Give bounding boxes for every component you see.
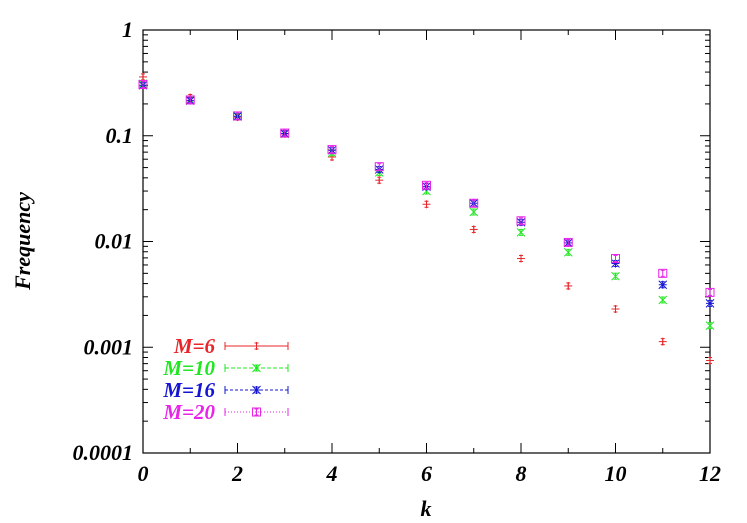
y-tick-label: 0.001	[84, 334, 134, 359]
x-tick-label: 12	[699, 461, 721, 486]
y-tick-label: 0.0001	[73, 440, 134, 465]
x-tick-label: 8	[516, 461, 527, 486]
y-axis-title: Frequency	[10, 192, 35, 291]
data-point-m-20	[374, 162, 384, 172]
data-point-m-10	[469, 207, 479, 217]
data-point-m-20	[233, 111, 242, 121]
data-point-m-20	[658, 268, 668, 278]
data-point-m-16	[705, 299, 715, 308]
data-point-m-6	[422, 200, 431, 209]
legend-label: M=10	[162, 356, 215, 380]
data-point-m-6	[375, 176, 384, 185]
legend-marker	[252, 407, 261, 417]
data-point-m-20	[563, 237, 573, 247]
data-point-m-20	[327, 145, 337, 155]
legend: M=6M=10M=16M=20	[162, 334, 289, 424]
data-point-m-6	[517, 254, 525, 263]
legend-marker	[252, 385, 261, 395]
axis-tick-labels: 0 2 4 6 8 10 12 0.0001 0.001 0.01 0.1 1	[73, 17, 722, 486]
data-point-m-10	[611, 271, 620, 281]
x-tick-label: 2	[231, 461, 243, 486]
data-point-m-20	[280, 128, 290, 138]
data-point-m-6	[139, 72, 147, 81]
x-tick-label: 10	[605, 461, 627, 486]
data-point-m-20	[611, 254, 620, 264]
data-points	[138, 72, 715, 365]
x-tick-label: 0	[138, 461, 149, 486]
data-point-m-20	[138, 80, 148, 90]
data-point-m-10	[705, 321, 715, 331]
data-point-m-20	[185, 95, 195, 105]
legend-marker	[252, 342, 261, 350]
y-tick-label: 0.1	[106, 123, 134, 148]
y-tick-label: 1	[122, 17, 133, 42]
plot-frame	[142, 29, 711, 454]
data-point-m-6	[564, 281, 573, 290]
x-tick-label: 4	[326, 461, 338, 486]
data-point-m-20	[469, 198, 479, 208]
legend-label: M=6	[173, 334, 216, 358]
y-tick-label: 0.01	[95, 229, 134, 254]
data-point-m-6	[469, 225, 478, 234]
x-tick-label: 6	[421, 461, 432, 486]
data-point-m-20	[516, 216, 526, 226]
data-point-m-20	[422, 180, 431, 190]
data-point-m-16	[658, 280, 668, 290]
data-point-m-10	[516, 228, 526, 237]
axis-ticks	[142, 29, 711, 454]
data-point-m-10	[563, 247, 573, 257]
legend-marker	[252, 363, 261, 373]
data-point-m-10	[658, 295, 668, 305]
data-point-m-6	[706, 356, 714, 365]
data-point-m-6	[611, 304, 620, 313]
data-point-m-20	[705, 287, 715, 297]
data-point-m-6	[658, 337, 667, 346]
legend-label: M=16	[162, 378, 215, 402]
legend-label: M=20	[162, 400, 215, 424]
x-axis-title: k	[421, 496, 432, 521]
